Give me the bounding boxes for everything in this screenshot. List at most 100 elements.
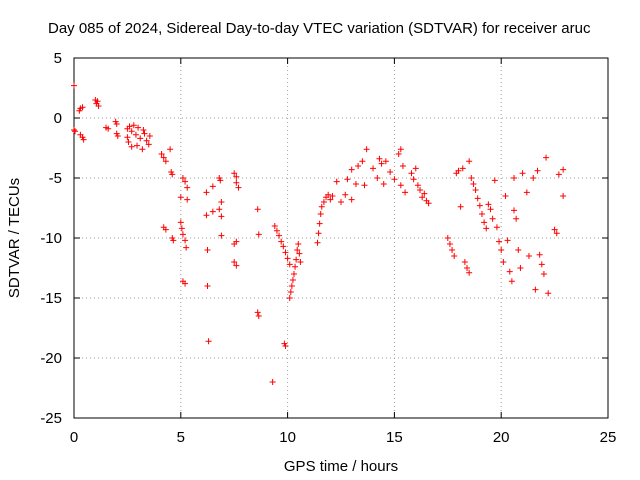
data-point bbox=[125, 139, 132, 145]
data-point bbox=[459, 165, 466, 172]
data-point bbox=[294, 247, 301, 253]
data-point bbox=[504, 237, 511, 244]
data-point bbox=[560, 166, 567, 173]
data-point bbox=[519, 170, 526, 177]
data-point bbox=[344, 176, 351, 183]
data-point bbox=[425, 200, 432, 207]
data-point bbox=[132, 131, 139, 138]
chart-title: Day 085 of 2024, Sidereal Day-to-day VTE… bbox=[48, 20, 591, 37]
data-point bbox=[515, 247, 522, 253]
data-point bbox=[162, 226, 169, 233]
x-axis-label: GPS time / hours bbox=[284, 458, 398, 475]
data-point bbox=[476, 202, 483, 209]
data-point bbox=[218, 213, 225, 220]
data-point bbox=[397, 182, 404, 189]
data-point bbox=[553, 230, 560, 237]
data-point bbox=[408, 170, 415, 177]
data-point bbox=[137, 135, 144, 142]
x-tick-label: 15 bbox=[386, 429, 403, 446]
data-point bbox=[114, 133, 121, 139]
data-point bbox=[254, 206, 261, 213]
data-point bbox=[316, 220, 323, 227]
data-point bbox=[464, 265, 471, 271]
data-point bbox=[472, 187, 479, 193]
data-point bbox=[217, 177, 224, 184]
data-point bbox=[489, 215, 496, 222]
data-point bbox=[378, 160, 385, 167]
data-point bbox=[348, 196, 355, 203]
data-point bbox=[134, 142, 141, 149]
data-point bbox=[204, 247, 211, 253]
data-point bbox=[233, 262, 240, 269]
data-point bbox=[94, 98, 101, 105]
data-point bbox=[410, 176, 417, 183]
data-point bbox=[387, 169, 394, 175]
data-point bbox=[167, 146, 174, 153]
data-point bbox=[184, 184, 191, 191]
data-point bbox=[493, 224, 500, 231]
data-point bbox=[485, 201, 492, 208]
data-point bbox=[508, 278, 515, 285]
data-point bbox=[273, 227, 280, 234]
data-point bbox=[178, 225, 185, 232]
y-tick-label: -25 bbox=[40, 410, 62, 427]
data-point bbox=[278, 238, 285, 245]
data-point bbox=[204, 283, 211, 289]
data-point bbox=[466, 269, 473, 276]
data-point bbox=[395, 151, 402, 157]
data-point bbox=[292, 263, 299, 270]
data-point bbox=[543, 154, 550, 161]
data-point bbox=[444, 235, 451, 241]
data-point bbox=[370, 165, 377, 172]
data-point bbox=[470, 181, 477, 187]
data-point bbox=[397, 146, 404, 153]
axis-ticks: 0 5 10 15 20 25 5 0 -5 -10 -15 -20 -25 bbox=[40, 50, 616, 446]
data-points bbox=[71, 82, 567, 385]
data-point bbox=[170, 237, 177, 244]
data-point bbox=[71, 82, 77, 89]
data-point bbox=[446, 241, 453, 247]
data-point bbox=[318, 203, 325, 210]
data-point bbox=[466, 158, 473, 165]
y-tick-label: 0 bbox=[54, 110, 62, 127]
data-point bbox=[327, 196, 334, 203]
data-point bbox=[315, 230, 322, 237]
data-point bbox=[128, 143, 135, 150]
x-tick-label: 0 bbox=[70, 429, 78, 446]
data-point bbox=[231, 170, 238, 177]
data-point bbox=[560, 193, 567, 199]
data-point bbox=[145, 141, 152, 148]
data-point bbox=[203, 212, 210, 219]
data-point bbox=[282, 249, 289, 256]
data-point bbox=[128, 128, 135, 135]
data-point bbox=[348, 166, 355, 173]
data-point bbox=[455, 167, 462, 174]
data-point bbox=[374, 175, 381, 181]
data-point bbox=[317, 211, 324, 217]
data-point bbox=[412, 165, 419, 172]
data-point bbox=[342, 191, 349, 198]
data-point bbox=[421, 190, 428, 197]
data-point bbox=[286, 295, 293, 301]
data-point bbox=[295, 241, 302, 247]
data-point bbox=[271, 223, 278, 229]
data-point bbox=[280, 243, 287, 250]
y-tick-label: -20 bbox=[40, 350, 62, 367]
data-point bbox=[511, 175, 518, 181]
data-point bbox=[139, 146, 146, 153]
data-point bbox=[314, 239, 321, 246]
data-point bbox=[288, 283, 295, 289]
data-point bbox=[182, 280, 189, 287]
y-tick-label: 5 bbox=[54, 50, 62, 67]
data-point bbox=[523, 189, 530, 196]
data-point bbox=[382, 158, 389, 165]
data-point bbox=[146, 133, 153, 139]
data-point bbox=[451, 253, 458, 259]
data-point bbox=[291, 271, 298, 277]
data-point bbox=[183, 244, 190, 251]
data-point bbox=[329, 193, 336, 199]
data-point bbox=[500, 259, 507, 265]
data-point bbox=[233, 179, 240, 186]
data-point bbox=[233, 173, 240, 180]
